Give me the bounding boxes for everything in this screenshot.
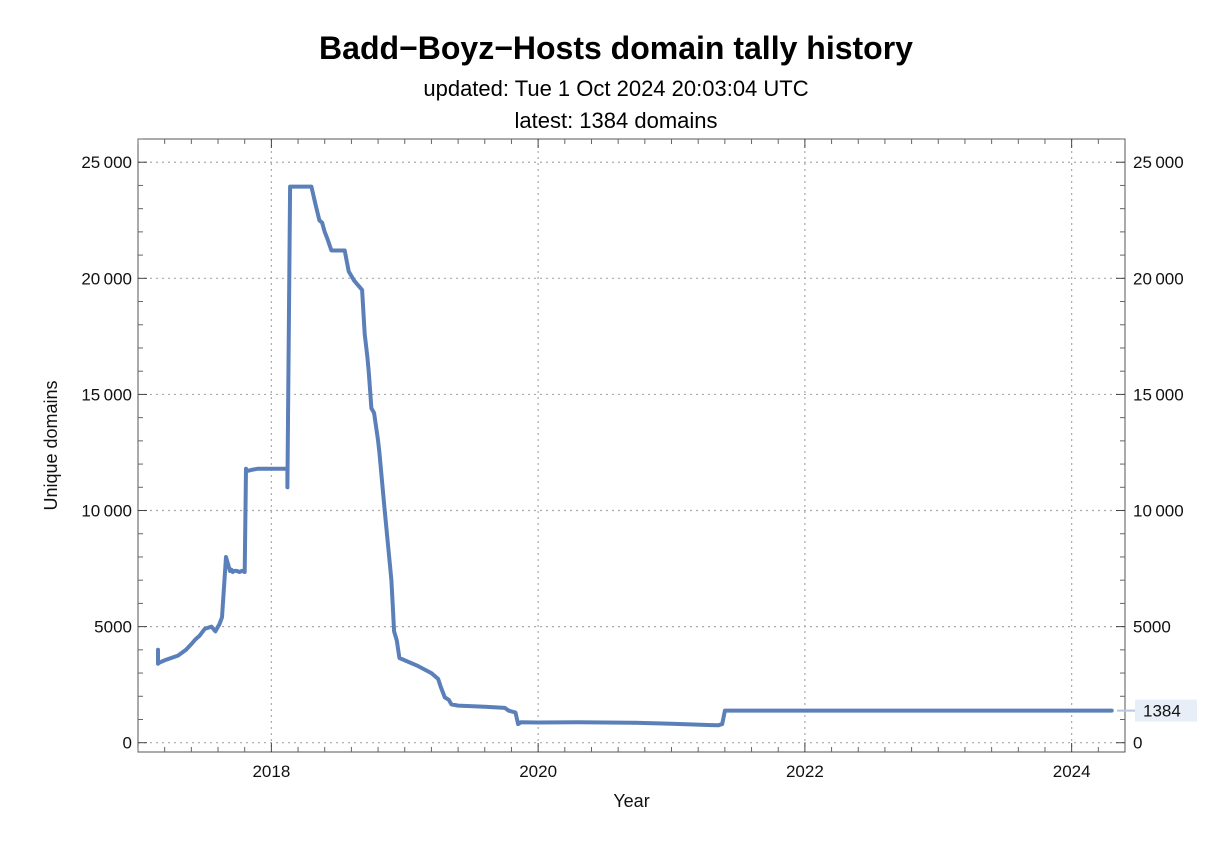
axis-ticks — [137, 138, 1125, 752]
tick-labels: 2018 2020 2022 2024 0 0 5000 5000 10 000 10 000 15… — [81, 153, 1183, 781]
x-tick-label: 2018 — [252, 762, 290, 781]
y-tick-label-right: 25 000 — [1133, 153, 1184, 172]
chart-title: Badd−Boyz−Hosts domain tally history — [319, 30, 913, 66]
plot-frame — [137, 138, 1126, 753]
end-value-label: 1384 — [1117, 699, 1197, 722]
y-tick-label-right: 5000 — [1133, 618, 1171, 637]
y-tick-label-left: 0 — [123, 734, 132, 753]
x-tick-label: 2020 — [519, 762, 557, 781]
x-axis-label: Year — [613, 791, 649, 811]
y-tick-label-right: 15 000 — [1133, 385, 1184, 404]
chart-subtitle-updated: updated: Tue 1 Oct 2024 20:03:04 UTC — [423, 76, 809, 101]
y-tick-label-right: 10 000 — [1133, 502, 1184, 521]
y-tick-label-right: 20 000 — [1133, 269, 1184, 288]
end-label-box — [1135, 699, 1197, 722]
y-tick-label-right: 0 — [1133, 734, 1142, 753]
y-tick-label-left: 5000 — [94, 618, 132, 637]
end-label-text: 1384 — [1143, 702, 1181, 721]
y-tick-label-left: 20 000 — [81, 269, 132, 288]
chart-subtitle-latest: latest: 1384 domains — [514, 108, 718, 133]
x-tick-label: 2022 — [786, 762, 824, 781]
y-tick-label-left: 25 000 — [81, 153, 132, 172]
y-axis-label: Unique domains — [41, 380, 61, 510]
y-tick-label-left: 10 000 — [81, 502, 132, 521]
series-layer — [156, 184, 1114, 728]
x-tick-label: 2024 — [1053, 762, 1091, 781]
series-line — [156, 184, 1114, 728]
y-tick-label-left: 15 000 — [81, 385, 132, 404]
grid-lines — [138, 139, 1125, 752]
